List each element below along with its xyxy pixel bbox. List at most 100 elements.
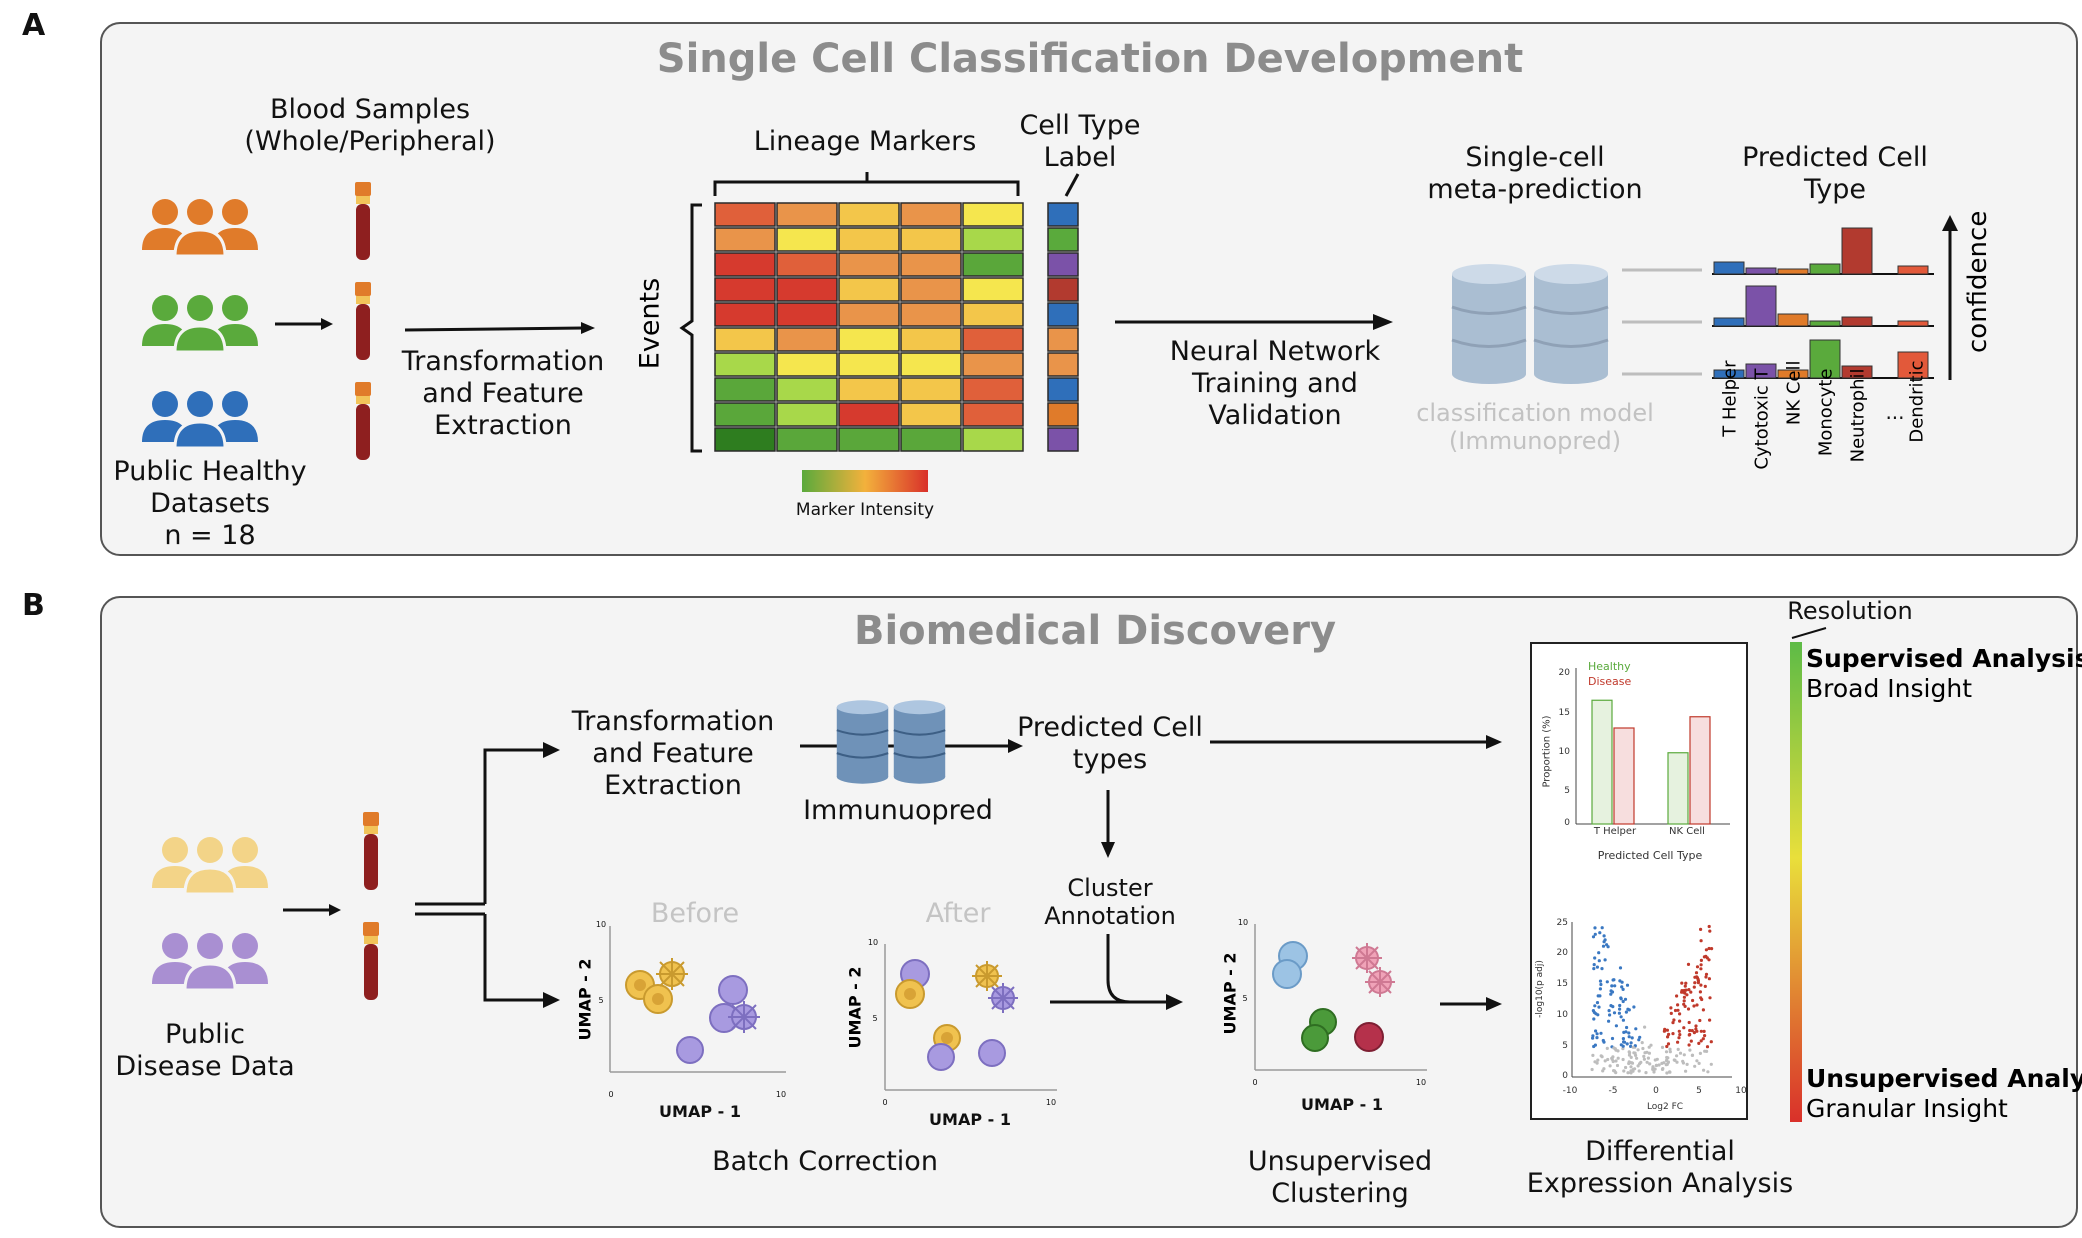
volcano-point <box>1694 1024 1698 1028</box>
volcano-ytick-20: 20 <box>1556 948 1568 958</box>
volcano-xtick--5: -5 <box>1608 1086 1618 1096</box>
transformation-label-a: Transformation and Feature Extraction <box>401 346 605 441</box>
volcano-point <box>1684 1069 1688 1073</box>
volcano-point <box>1699 958 1703 962</box>
volcano-point <box>1701 1037 1705 1041</box>
volcano-point <box>1676 1040 1680 1044</box>
heatmap-cell <box>776 402 838 427</box>
volcano-point <box>1634 1027 1638 1031</box>
database-icon <box>1451 264 1609 384</box>
volcano-point <box>1703 984 1707 988</box>
volcano-point <box>1669 1006 1673 1010</box>
volcano-point <box>1635 1056 1639 1060</box>
volcano-point <box>1603 1059 1607 1063</box>
heatmap-cell <box>900 302 962 327</box>
arrow-icon <box>1050 934 1183 1010</box>
umap-clustering-ytick-10: 10 <box>1237 918 1249 927</box>
volcano-point <box>1664 1050 1669 1054</box>
volcano-point <box>1625 983 1630 987</box>
lineage-markers-label: Lineage Markers <box>753 126 977 157</box>
volcano-point <box>1595 1036 1599 1040</box>
volcano-point <box>1611 1059 1615 1064</box>
heatmap-cell <box>838 252 900 277</box>
cell-type-label-heading: Cell Type Label <box>1019 110 1141 173</box>
heatmap-cell <box>838 227 900 252</box>
public-healthy-label: Public Healthy Datasets n = 18 <box>113 456 307 551</box>
volcano-point <box>1706 1070 1710 1074</box>
heatmap-cell <box>776 327 838 352</box>
heatmap-cell <box>776 352 838 377</box>
volcano-point <box>1621 999 1625 1004</box>
cell-icon-red <box>1354 1022 1384 1052</box>
volcano-point <box>1629 1044 1633 1048</box>
volcano-ytick-10: 10 <box>1556 1010 1568 1020</box>
volcano-point <box>1699 1029 1703 1033</box>
volcano-point <box>1660 1067 1665 1071</box>
volcano-point <box>1665 1044 1669 1049</box>
cell-type-cytotoxic-t: Cytotoxic T <box>1751 368 1773 470</box>
volcano-point <box>1678 1019 1682 1023</box>
cell-icon-purple <box>676 1036 704 1064</box>
volcano-point <box>1704 948 1708 952</box>
cell-icon-yellow <box>895 979 925 1009</box>
volcano-point <box>1709 1062 1713 1066</box>
volcano-point <box>1627 1050 1631 1054</box>
umap-before-ylabel: UMAP - 2 <box>575 958 595 1041</box>
volcano-point <box>1619 1015 1623 1019</box>
volcano-point <box>1618 966 1623 970</box>
volcano-point <box>1605 1046 1609 1050</box>
cell-type-neutrophil: Neutrophil <box>1847 368 1869 463</box>
heatmap-cell <box>838 377 900 402</box>
cell-icon-green <box>1301 1008 1337 1052</box>
heatmap-cell <box>962 227 1024 252</box>
volcano-point <box>1707 977 1711 981</box>
volcano-point <box>1675 1060 1679 1064</box>
heatmap-cell <box>838 277 900 302</box>
volcano-point <box>1631 1045 1635 1049</box>
volcano-point <box>1600 926 1604 930</box>
heatmap <box>714 202 1024 452</box>
volcano-point <box>1621 1057 1625 1062</box>
volcano-point <box>1640 1041 1644 1045</box>
volcano-point <box>1602 934 1606 938</box>
volcano-point <box>1596 1058 1600 1062</box>
umap-before-ytick-5: 5 <box>598 996 604 1005</box>
volcano-point <box>1665 1028 1669 1032</box>
volcano-point <box>1622 1030 1626 1034</box>
volcano-point <box>1681 1061 1685 1065</box>
people-icon-orange <box>142 199 258 258</box>
volcano-point <box>1597 959 1601 963</box>
volcano-point <box>1648 1062 1652 1066</box>
heatmap-cell <box>838 402 900 427</box>
volcano-point <box>1608 1013 1612 1017</box>
volcano-point <box>1704 954 1708 958</box>
blood-tubes-icon <box>355 182 371 460</box>
volcano-point <box>1598 987 1602 991</box>
volcano-point <box>1699 927 1703 931</box>
heatmap-cell <box>962 327 1024 352</box>
volcano-point <box>1682 1026 1686 1030</box>
bar-xlabel: Predicted Cell Type <box>1597 849 1703 862</box>
neural-network-label: Neural Network Training and Validation <box>1169 336 1381 431</box>
disease-people-icons <box>152 837 268 992</box>
volcano-point <box>1625 1025 1629 1030</box>
volcano-ytick-25: 25 <box>1556 918 1568 928</box>
heatmap-cell <box>900 377 962 402</box>
volcano-point <box>1636 1064 1640 1068</box>
volcano-point <box>1682 995 1686 999</box>
volcano-point <box>1607 1009 1611 1013</box>
volcano-xtick-10: 10 <box>1735 1086 1747 1096</box>
resolution-label: Resolution <box>1787 597 1913 625</box>
heatmap-cell <box>714 252 776 277</box>
before-label: Before <box>650 898 740 929</box>
volcano-point <box>1682 999 1686 1003</box>
volcano-point <box>1665 1071 1669 1075</box>
volcano-point <box>1641 1046 1645 1051</box>
marker-intensity-label: Marker Intensity <box>795 500 935 520</box>
cell-type-ellipsis: ... <box>1885 400 1905 424</box>
unsupervised-analysis-label: Unsupervised Analysis <box>1806 1064 2082 1093</box>
volcano-point <box>1647 1045 1651 1049</box>
lineage-bracket <box>713 172 1020 196</box>
volcano-point <box>1621 1047 1625 1051</box>
volcano-point <box>1704 972 1709 976</box>
